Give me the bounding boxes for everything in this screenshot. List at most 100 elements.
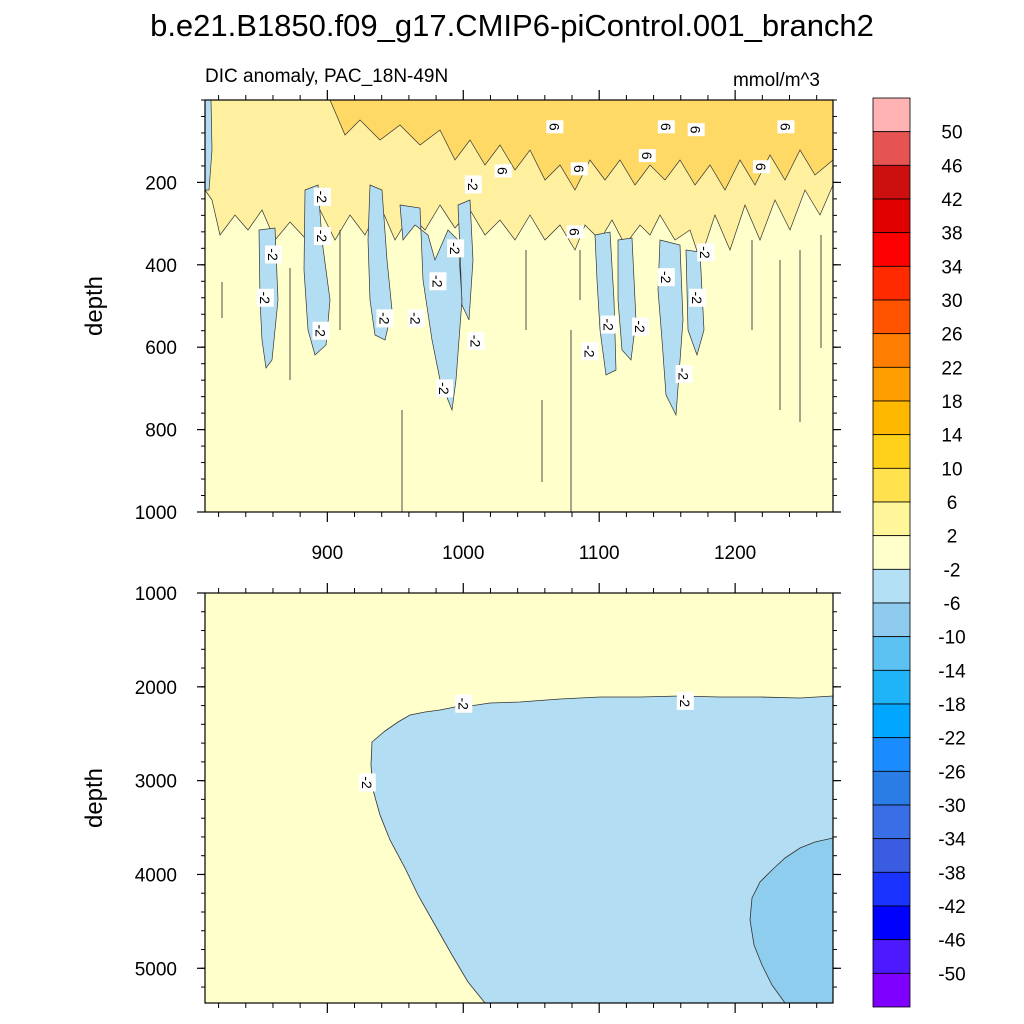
- contour-label-bg: [376, 309, 394, 328]
- y-tick-label: 5000: [135, 959, 177, 980]
- upper-axes: 200 400 600 800 1000 900 1000 1100 1200: [135, 90, 841, 564]
- contour-label-bg: [752, 160, 770, 174]
- contour-label-text: -2: [658, 271, 674, 284]
- upper-panel-title: DIC anomaly, PAC_18N-49N: [205, 66, 448, 87]
- contour-label: -2: [358, 773, 376, 792]
- contour-label: -2: [631, 317, 649, 336]
- y-tick-label: 1000: [135, 503, 177, 524]
- contour-label-bg: [256, 288, 274, 307]
- contour-label-text: -2: [468, 335, 484, 348]
- colorbar-label: 14: [941, 426, 963, 447]
- contour-label-text: -2: [359, 776, 375, 789]
- contour-label-bg: [407, 309, 425, 328]
- contour-label: 6: [566, 225, 584, 239]
- contour-label-text: 6: [571, 165, 587, 173]
- colorbar-label: 22: [941, 358, 962, 379]
- contour-label: -2: [600, 315, 618, 334]
- y-tick-label: 2000: [135, 678, 177, 699]
- colorbar-label: 2: [947, 527, 958, 548]
- upper-panel-frame: [204, 99, 834, 513]
- colorbar-swatch: [872, 299, 911, 335]
- contour-label-bg: [313, 226, 331, 245]
- colorbar-swatch: [872, 669, 911, 705]
- contour-label-bg: [566, 225, 584, 239]
- upper-panel: 6 6 6 6 6 6 6 6 6 -2 -2 -2 -2 -2 -2 -2 -2 -2 -2 -2 -2 -2 -2 -2 -…: [205, 100, 833, 512]
- contour-label: -2: [256, 288, 274, 307]
- contour-label-text: 6: [753, 163, 769, 171]
- colorbar-swatch: [872, 972, 911, 1008]
- colorbar-swatch: [872, 265, 911, 301]
- colorbar-swatch: [872, 871, 911, 907]
- colorbar-swatch: [872, 535, 911, 570]
- contour-label: 6: [657, 120, 675, 134]
- contour-label: 6: [752, 160, 770, 174]
- contour-label: -2: [313, 187, 331, 206]
- contour-label-bg: [777, 120, 795, 134]
- contour-label-text: -2: [376, 312, 392, 325]
- colorbar-label: 34: [941, 257, 963, 278]
- contour-label-bg: [581, 342, 599, 361]
- x-tick-label: 1200: [714, 543, 756, 564]
- upper-ylabel: depth: [81, 276, 108, 336]
- colorbar-swatch: [872, 905, 911, 941]
- contour-label-bg: [455, 694, 473, 713]
- y-tick-label: 200: [145, 173, 177, 194]
- colorbar-label: -34: [938, 830, 966, 851]
- contour-label-text: -2: [314, 230, 330, 243]
- colorbar-label: 50: [941, 123, 962, 144]
- y-tick-label: 600: [145, 338, 177, 359]
- contour-label-text: -2: [632, 320, 648, 333]
- contour-label: -2: [436, 379, 454, 398]
- colorbar-label: -46: [938, 931, 965, 952]
- colorbar-label: -2: [944, 560, 961, 581]
- contour-label: -2: [464, 175, 482, 194]
- contour-label-bg: [313, 187, 331, 206]
- colorbar-swatch: [872, 366, 911, 402]
- lower-panel: -2 -2 -2: [205, 593, 833, 1003]
- contour-label-text: -2: [601, 318, 617, 331]
- contour-label: 6: [494, 164, 512, 178]
- colorbar-swatch: [872, 939, 911, 974]
- colorbar-swatch: [872, 770, 911, 806]
- x-tick-label: 1000: [442, 543, 484, 564]
- contour-label-bg: [436, 379, 454, 398]
- colorbar-swatch: [872, 333, 911, 368]
- colorbar-label: 46: [941, 156, 962, 177]
- colorbar-label: -22: [938, 729, 965, 750]
- contour-label-text: -2: [465, 178, 481, 191]
- colorbar-label: 26: [941, 325, 962, 346]
- contour-label-bg: [676, 691, 694, 710]
- contour-label-text: -2: [265, 248, 281, 261]
- contour-label-bg: [464, 175, 482, 194]
- contour-label-bg: [494, 164, 512, 178]
- contour-label-bg: [264, 245, 282, 264]
- colorbar-label: -26: [938, 762, 965, 783]
- contour-label-text: -2: [677, 695, 693, 708]
- colorbar-swatch: [872, 434, 911, 469]
- contour-label: -2: [313, 226, 331, 245]
- contour-label-bg: [697, 243, 715, 262]
- contour-label: -2: [689, 288, 707, 307]
- colorbar-swatch: [872, 636, 911, 671]
- colorbar-label: 18: [941, 392, 962, 413]
- contour-label-text: 6: [495, 167, 511, 175]
- colorbar-label: -50: [938, 964, 965, 985]
- colorbar-label: -38: [938, 863, 965, 884]
- colorbar-label: 38: [941, 224, 962, 245]
- upper-cold-anomaly-patches: [205, 100, 705, 417]
- contour-label: 6: [687, 123, 705, 137]
- figure-title: b.e21.B1850.f09_g17.CMIP6-piControl.001_…: [150, 8, 874, 43]
- contour-label-bg: [467, 332, 485, 351]
- contour-label: -2: [467, 332, 485, 351]
- colorbar-swatch: [872, 602, 911, 638]
- colorbar-swatch: [872, 131, 911, 166]
- contour-label: -2: [676, 691, 694, 710]
- contour-label-bg: [631, 317, 649, 336]
- colorbar-label: 6: [947, 493, 958, 514]
- contour-label-text: 6: [639, 152, 655, 160]
- contour-label: -2: [312, 321, 330, 340]
- colorbar-swatch: [872, 568, 911, 604]
- upper-panel-units: mmol/m^3: [733, 70, 820, 91]
- contour-label: -2: [697, 243, 715, 262]
- colorbar-label: -42: [938, 897, 965, 918]
